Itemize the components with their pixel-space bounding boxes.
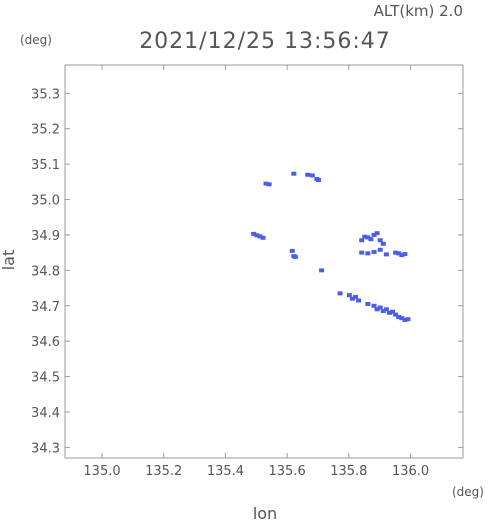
echo-point: [402, 317, 408, 322]
x-tick-label: 135.4: [207, 464, 244, 479]
echo-point: [337, 291, 343, 296]
y-tick-label: 34.8: [31, 264, 60, 279]
echo-point: [377, 305, 383, 310]
y-tick-label: 34.4: [31, 406, 60, 421]
echo-point: [368, 237, 374, 242]
y-tick-label: 34.5: [31, 371, 60, 386]
y-tick-label: 35.1: [31, 158, 60, 173]
echo-point: [353, 294, 359, 299]
echo-point: [390, 309, 396, 314]
echo-point: [356, 298, 362, 303]
y-tick-label: 34.9: [31, 229, 60, 244]
y-ticks: 34.3 34.4 34.5 34.6 34.7 34.8 34.9 35.0 35.1 35.2…: [31, 87, 463, 456]
echo-point: [399, 253, 405, 258]
x-unit-label: (deg): [452, 485, 484, 499]
echo-point: [359, 238, 365, 243]
echo-point: [396, 315, 402, 320]
echo-point: [346, 293, 352, 298]
echo-point: [393, 312, 399, 317]
echo-point: [371, 303, 377, 308]
y-axis-label: lat: [0, 250, 18, 271]
echo-point: [263, 181, 269, 186]
echo-point: [380, 309, 386, 314]
altitude-label: ALT(km) 2.0: [374, 2, 463, 20]
echo-point: [251, 231, 257, 236]
echo-point: [362, 234, 368, 239]
echo-point: [260, 235, 266, 240]
echo-point: [257, 234, 263, 239]
echo-point: [402, 252, 408, 257]
plot-frame: [64, 64, 464, 459]
x-tick-label: 135.0: [83, 464, 120, 479]
echo-point: [380, 241, 386, 246]
y-unit-label: (deg): [20, 33, 52, 47]
echo-point: [365, 235, 371, 240]
y-tick-label: 34.7: [31, 300, 60, 315]
echo-point: [393, 250, 399, 255]
echo-point: [383, 307, 389, 312]
echo-point: [266, 182, 272, 187]
echo-point: [365, 301, 371, 306]
echo-point: [371, 232, 377, 237]
y-tick-label: 35.0: [31, 194, 60, 209]
echo-point: [386, 310, 392, 315]
echo-point: [365, 251, 371, 256]
y-tick-label: 35.2: [31, 123, 60, 138]
x-tick-label: 135.6: [269, 464, 306, 479]
y-tick-label: 34.3: [31, 441, 60, 456]
echo-points: [251, 171, 411, 322]
echo-point: [405, 317, 411, 322]
echo-point: [319, 268, 325, 273]
timestamp-title: 2021/12/25 13:56:47: [139, 29, 391, 54]
x-tick-label: 135.8: [330, 464, 367, 479]
y-tick-label: 34.6: [31, 335, 60, 350]
x-ticks: 135.0 135.2 135.4 135.6 135.8 136.0: [83, 65, 429, 479]
echo-point: [289, 248, 295, 253]
echo-point: [349, 296, 355, 301]
echo-point: [309, 173, 315, 178]
echo-point: [383, 252, 389, 257]
echo-point: [377, 238, 383, 243]
echo-point: [374, 307, 380, 312]
echo-point: [359, 250, 365, 255]
x-axis-label: lon: [253, 504, 277, 521]
echo-point: [305, 172, 311, 177]
echo-point: [371, 249, 377, 254]
x-tick-label: 136.0: [392, 464, 429, 479]
echo-point: [315, 178, 321, 183]
y-tick-label: 35.3: [31, 87, 60, 102]
echo-point: [396, 251, 402, 256]
x-tick-label: 135.2: [145, 464, 182, 479]
echo-point: [292, 254, 298, 259]
echo-point: [377, 247, 383, 252]
echo-point: [374, 231, 380, 236]
echo-point: [399, 316, 405, 321]
echo-point: [254, 233, 260, 238]
echo-point: [291, 171, 297, 176]
